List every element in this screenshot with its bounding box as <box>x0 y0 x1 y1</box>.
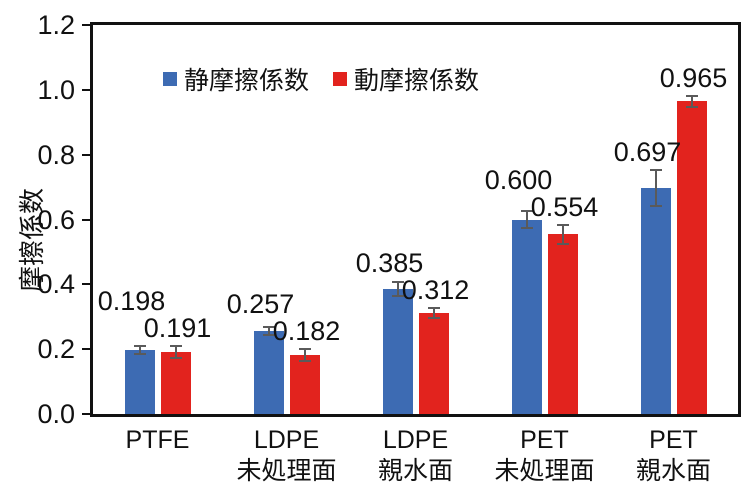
category-label-ldpe-1: LDPE 未処理面 <box>236 425 336 487</box>
bar-kinetic-friction-ldpe <box>418 312 449 414</box>
bar-static-friction-pet <box>511 219 542 414</box>
category-label-line2: 未処理面 <box>236 457 337 485</box>
category-label-line1: LDPE <box>382 426 449 454</box>
error-bar-kinetic-friction <box>561 224 564 245</box>
y-axis-tick <box>82 348 90 351</box>
error-bar-cap-top-kinetic-friction <box>169 345 182 348</box>
bar-kinetic-friction-ldpe <box>289 355 320 414</box>
error-bar-static-friction <box>267 326 270 335</box>
category-label-line1: PTFE <box>125 426 190 454</box>
error-bar-cap-bottom-kinetic-friction <box>298 360 311 363</box>
error-bar-cap-top-static-friction <box>649 169 662 172</box>
error-bar-static-friction <box>396 282 399 297</box>
error-bar-static-friction <box>525 211 528 228</box>
error-bar-cap-top-kinetic-friction <box>427 306 440 309</box>
error-bar-cap-bottom-kinetic-friction <box>556 243 569 246</box>
legend-swatch-static-friction-icon <box>163 72 177 86</box>
error-bar-cap-top-static-friction <box>133 344 146 347</box>
plot-area: 静摩擦係数 動摩擦係数 0.0 0.2 0.4 0.6 0.8 1.0 1.2 0.198 0.… <box>37 11 741 485</box>
value-label-kinetic-friction-ldpe: 0.312 <box>401 274 470 305</box>
error-bar-cap-top-kinetic-friction <box>685 94 698 97</box>
category-label-ptfe-0: PTFE <box>126 425 190 456</box>
y-axis-tick <box>82 88 90 91</box>
legend-item-static-friction: 静摩擦係数 <box>163 61 309 97</box>
bar-static-friction-ldpe <box>253 330 284 414</box>
legend: 静摩擦係数 動摩擦係数 <box>163 61 479 97</box>
bar-kinetic-friction-pet <box>547 234 578 414</box>
y-axis-tick-label: 0.8 <box>37 139 75 170</box>
category-label-line1: LDPE <box>253 426 320 454</box>
error-bar-cap-top-kinetic-friction <box>298 347 311 350</box>
y-axis-tick <box>82 413 90 415</box>
legend-label-kinetic-friction: 動摩擦係数 <box>354 67 480 95</box>
error-bar-cap-top-static-friction <box>520 210 533 213</box>
legend-item-kinetic-friction: 動摩擦係数 <box>333 61 479 97</box>
y-axis-tick-label: 0.4 <box>37 269 75 300</box>
y-axis-tick <box>82 218 90 221</box>
bar-kinetic-friction-pet <box>676 101 707 414</box>
legend-swatch-kinetic-friction-icon <box>333 72 348 86</box>
category-label-ldpe-2: LDPE 親水面 <box>378 425 453 487</box>
category-label-line2: 未処理面 <box>494 457 595 485</box>
bar-static-friction-pet <box>640 188 671 414</box>
error-bar-cap-bottom-static-friction <box>649 204 662 207</box>
error-bar-cap-top-kinetic-friction <box>556 223 569 226</box>
value-label-static-friction-ldpe: 0.385 <box>355 247 424 278</box>
value-label-static-friction-pet: 0.600 <box>484 164 553 195</box>
error-bar-cap-bottom-static-friction <box>133 352 146 355</box>
value-label-kinetic-friction-pet: 0.965 <box>659 62 728 93</box>
y-axis-tick-label: 1.0 <box>37 74 75 105</box>
legend-label-static-friction: 静摩擦係数 <box>184 67 310 95</box>
category-label-line1: PET <box>649 426 698 454</box>
y-axis-tick <box>82 24 90 26</box>
category-label-line1: PET <box>520 426 569 454</box>
y-axis-tick-label: 0.0 <box>37 399 75 429</box>
error-bar-cap-bottom-kinetic-friction <box>427 316 440 319</box>
category-label-pet-4: PET 親水面 <box>636 425 711 487</box>
error-bar-kinetic-friction <box>690 95 693 107</box>
error-bar-cap-bottom-static-friction <box>520 226 533 229</box>
error-bar-cap-bottom-kinetic-friction <box>685 105 698 108</box>
error-bar-kinetic-friction <box>174 346 177 358</box>
y-axis-tick-label: 1.2 <box>37 10 75 40</box>
bar-static-friction-ldpe <box>382 289 413 414</box>
bar-static-friction-ptfe <box>124 349 155 414</box>
error-bar-static-friction <box>138 345 141 354</box>
error-bar-kinetic-friction <box>432 307 435 318</box>
error-bar-static-friction <box>654 170 657 206</box>
category-label-line2: 親水面 <box>377 457 454 485</box>
category-label-pet-3: PET 未処理面 <box>494 425 594 487</box>
error-bar-cap-top-static-friction <box>262 325 275 328</box>
error-bar-cap-top-static-friction <box>391 281 404 284</box>
category-label-line2: 親水面 <box>635 457 712 485</box>
error-bar-cap-bottom-kinetic-friction <box>169 356 182 359</box>
error-bar-cap-bottom-static-friction <box>262 333 275 336</box>
y-axis-tick-label: 0.6 <box>37 204 75 235</box>
value-label-kinetic-friction-ldpe: 0.182 <box>272 315 341 346</box>
value-label-static-friction-ldpe: 0.257 <box>226 288 295 319</box>
value-label-kinetic-friction-ptfe: 0.191 <box>143 313 212 344</box>
value-label-static-friction-ptfe: 0.198 <box>97 286 166 317</box>
value-label-static-friction-pet: 0.697 <box>613 137 682 168</box>
bar-kinetic-friction-ptfe <box>160 352 191 414</box>
error-bar-cap-bottom-static-friction <box>391 295 404 298</box>
error-bar-kinetic-friction <box>303 348 306 362</box>
value-label-kinetic-friction-pet: 0.554 <box>530 191 599 222</box>
y-axis-tick <box>82 153 90 156</box>
y-axis-tick-label: 0.2 <box>37 334 75 365</box>
y-axis-tick <box>82 283 90 286</box>
